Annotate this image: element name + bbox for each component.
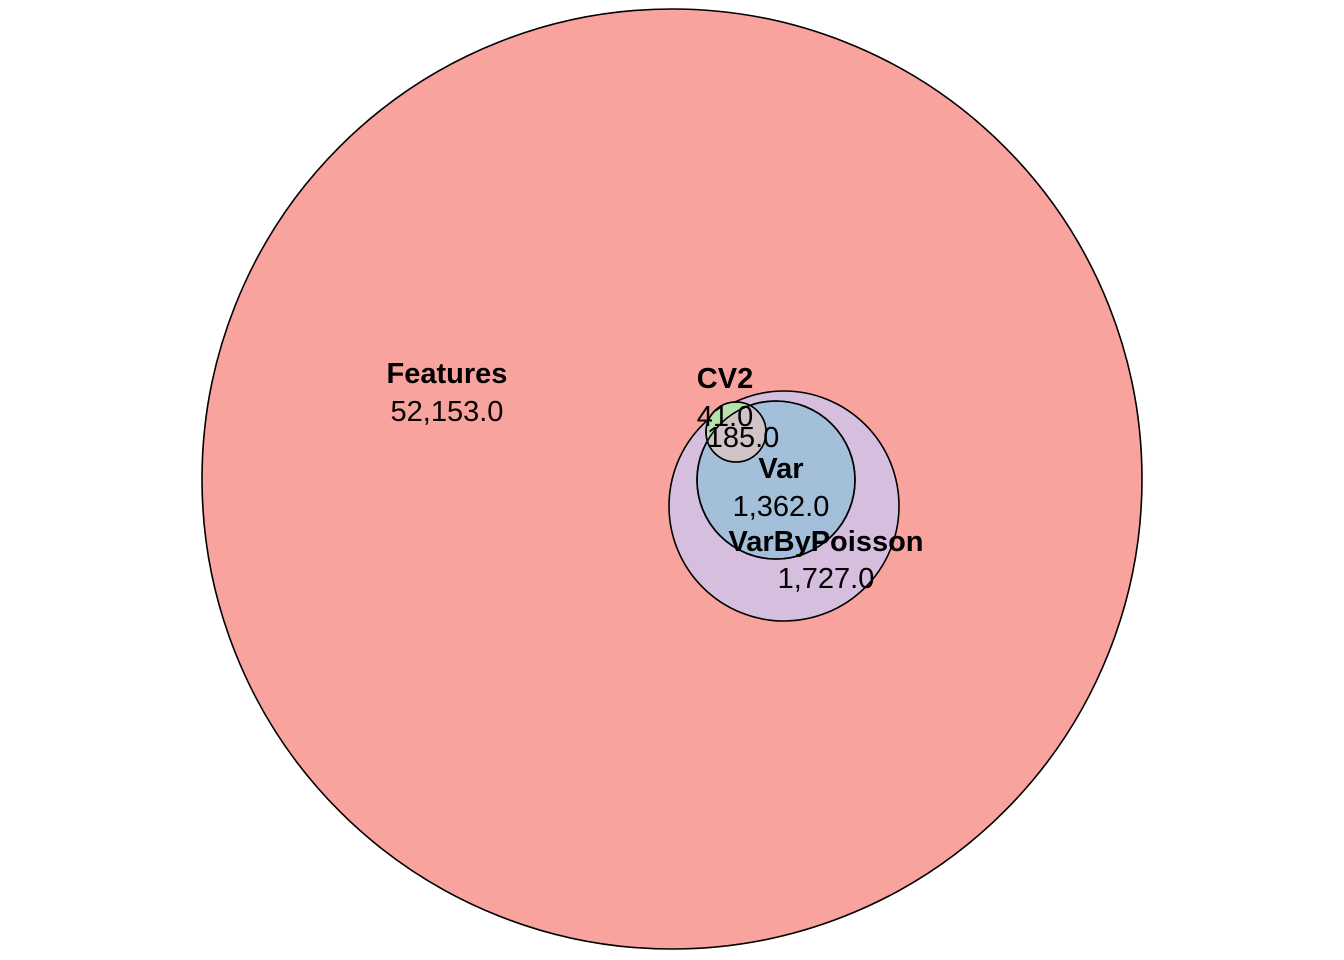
var-outline [696,400,856,560]
var-label: Var [758,453,803,485]
varbypoisson-count: 1,727.0 [778,563,875,595]
varbypoisson-label: VarByPoisson [728,526,923,558]
var-count: 1,362.0 [733,491,830,523]
cv2-outline [705,401,767,463]
cv2-label: CV2 [697,363,753,395]
features-label: Features [387,358,508,390]
features-count: 52,153.0 [391,396,504,428]
cv2-var-count: 185.0 [707,422,780,454]
cv2-count: 41.0 [697,401,753,433]
